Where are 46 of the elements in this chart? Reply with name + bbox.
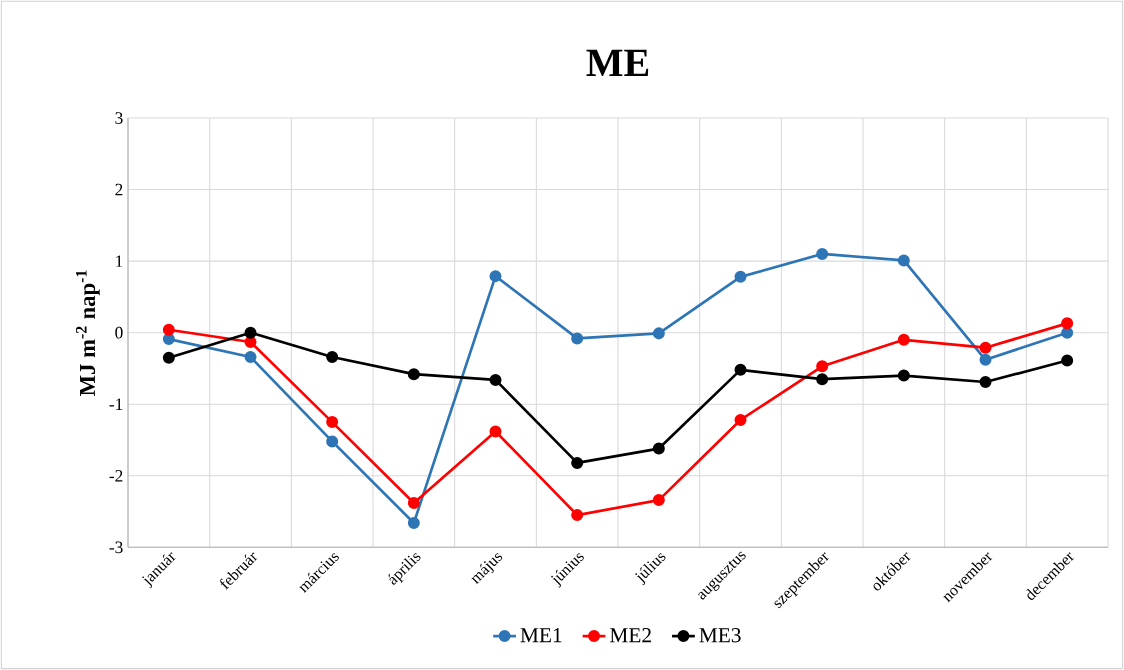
point: [162, 351, 175, 364]
point: [407, 516, 420, 529]
y-tick-label: -1: [109, 398, 123, 410]
y-tick-label: 0: [115, 326, 123, 339]
point: [979, 376, 992, 389]
point: [244, 326, 257, 339]
y-tick-label: -2: [109, 470, 123, 482]
point: [979, 353, 992, 366]
point: [489, 425, 502, 438]
point: [734, 270, 747, 283]
point: [1061, 317, 1074, 330]
legend-label: ME3: [699, 628, 741, 643]
point: [897, 333, 910, 346]
point: [652, 442, 665, 455]
point: [816, 360, 829, 373]
point: [1061, 354, 1074, 367]
point: [652, 494, 665, 507]
point: [162, 323, 175, 336]
point: [326, 416, 339, 429]
point: [244, 350, 257, 363]
point: [652, 327, 665, 340]
point: [489, 373, 502, 386]
point: [326, 435, 339, 448]
point: [162, 333, 175, 346]
point: [897, 254, 910, 267]
point: [897, 369, 910, 382]
y-axis-title: MJ m$^{-2}$ nap$^{-1}$: [76, 270, 100, 396]
point: [489, 270, 502, 283]
y-tick-label: -3: [109, 541, 123, 554]
point: [407, 368, 420, 381]
point: [979, 341, 992, 354]
y-tick-label: 2: [115, 183, 123, 196]
point: [734, 413, 747, 426]
point: [734, 363, 747, 376]
point: [571, 509, 584, 522]
point: [326, 350, 339, 363]
point: [571, 456, 584, 469]
chart-title: ME: [586, 49, 649, 76]
legend-label: ME1: [520, 628, 562, 643]
point: [816, 373, 829, 386]
point: [816, 247, 829, 260]
legend-label: ME2: [609, 628, 651, 643]
point: [571, 332, 584, 345]
point: [407, 496, 420, 509]
y-tick-label: 3: [115, 112, 123, 124]
y-tick-label: 1: [116, 255, 123, 267]
